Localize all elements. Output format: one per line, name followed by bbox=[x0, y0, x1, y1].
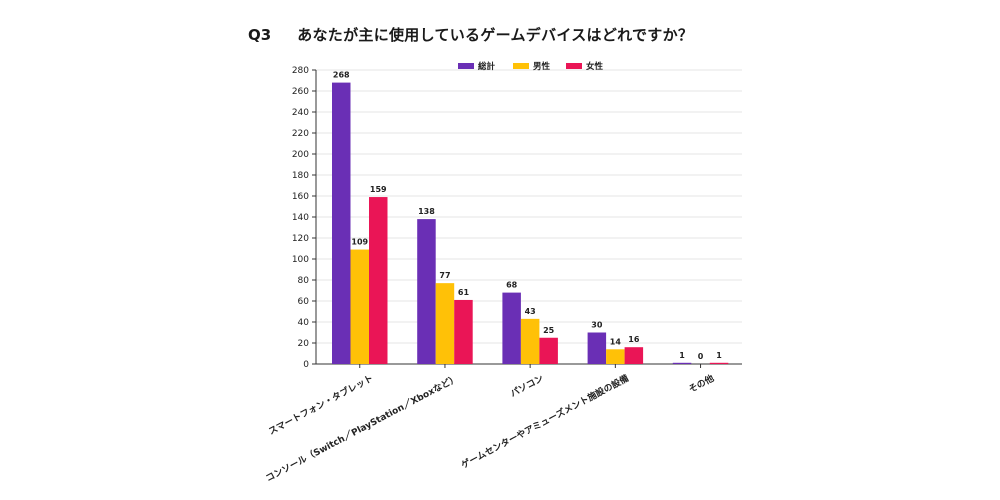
y-tick-label: 40 bbox=[298, 318, 310, 328]
y-tick-label: 120 bbox=[292, 234, 309, 244]
question-text: あなたが主に使用しているゲームデバイスはどれですか？ bbox=[297, 26, 694, 44]
data-label: 77 bbox=[439, 271, 450, 280]
y-tick-label: 180 bbox=[292, 171, 309, 181]
question-header: Q3 あなたが主に使用しているゲームデバイスはどれですか？ bbox=[248, 24, 693, 45]
legend-swatch bbox=[566, 63, 582, 69]
bar bbox=[417, 219, 436, 364]
data-label: 268 bbox=[333, 71, 350, 80]
legend-label: 女性 bbox=[586, 61, 604, 72]
data-label: 25 bbox=[543, 326, 555, 335]
y-tick-label: 240 bbox=[292, 108, 309, 118]
bar bbox=[502, 292, 521, 364]
legend-swatch bbox=[458, 63, 474, 69]
bar bbox=[369, 197, 388, 364]
data-label: 16 bbox=[628, 335, 640, 344]
y-tick-label: 260 bbox=[292, 87, 309, 97]
bar bbox=[350, 249, 369, 364]
data-label: 138 bbox=[418, 207, 435, 216]
question-number: Q3 bbox=[248, 25, 272, 44]
y-tick-label: 160 bbox=[292, 192, 309, 202]
data-label: 1 bbox=[679, 351, 685, 360]
x-tick-label: パソコン bbox=[508, 372, 545, 400]
y-tick-label: 140 bbox=[292, 213, 309, 223]
x-tick-label: その他 bbox=[686, 372, 715, 395]
data-label: 109 bbox=[351, 238, 368, 247]
bar bbox=[587, 332, 607, 364]
bar bbox=[709, 362, 729, 364]
data-label: 14 bbox=[610, 337, 622, 346]
legend-label: 男性 bbox=[533, 61, 551, 72]
bar bbox=[606, 349, 625, 364]
data-label: 0 bbox=[698, 352, 704, 361]
bar bbox=[624, 347, 644, 364]
y-tick-label: 20 bbox=[298, 339, 310, 349]
bar bbox=[539, 337, 558, 364]
data-label: 68 bbox=[506, 281, 518, 290]
y-tick-label: 80 bbox=[298, 276, 310, 286]
y-tick-label: 100 bbox=[292, 255, 309, 265]
y-tick-label: 200 bbox=[292, 150, 309, 160]
bar bbox=[672, 362, 692, 364]
data-label: 61 bbox=[458, 288, 470, 297]
bar bbox=[520, 318, 540, 364]
legend-label: 総計 bbox=[478, 61, 496, 72]
y-tick-label: 280 bbox=[292, 66, 309, 76]
x-tick-label: ゲームセンターやアミューズメント施設の設備 bbox=[459, 372, 631, 471]
y-tick-label: 0 bbox=[303, 360, 309, 370]
data-label: 30 bbox=[591, 321, 603, 330]
data-label: 159 bbox=[370, 185, 387, 194]
data-label: 43 bbox=[525, 307, 536, 316]
data-label: 1 bbox=[716, 351, 722, 360]
bar bbox=[454, 299, 473, 364]
y-tick-label: 220 bbox=[292, 129, 309, 139]
bar bbox=[332, 82, 351, 364]
y-tick-label: 60 bbox=[298, 297, 310, 307]
legend-swatch bbox=[513, 63, 529, 69]
bar bbox=[435, 283, 455, 364]
